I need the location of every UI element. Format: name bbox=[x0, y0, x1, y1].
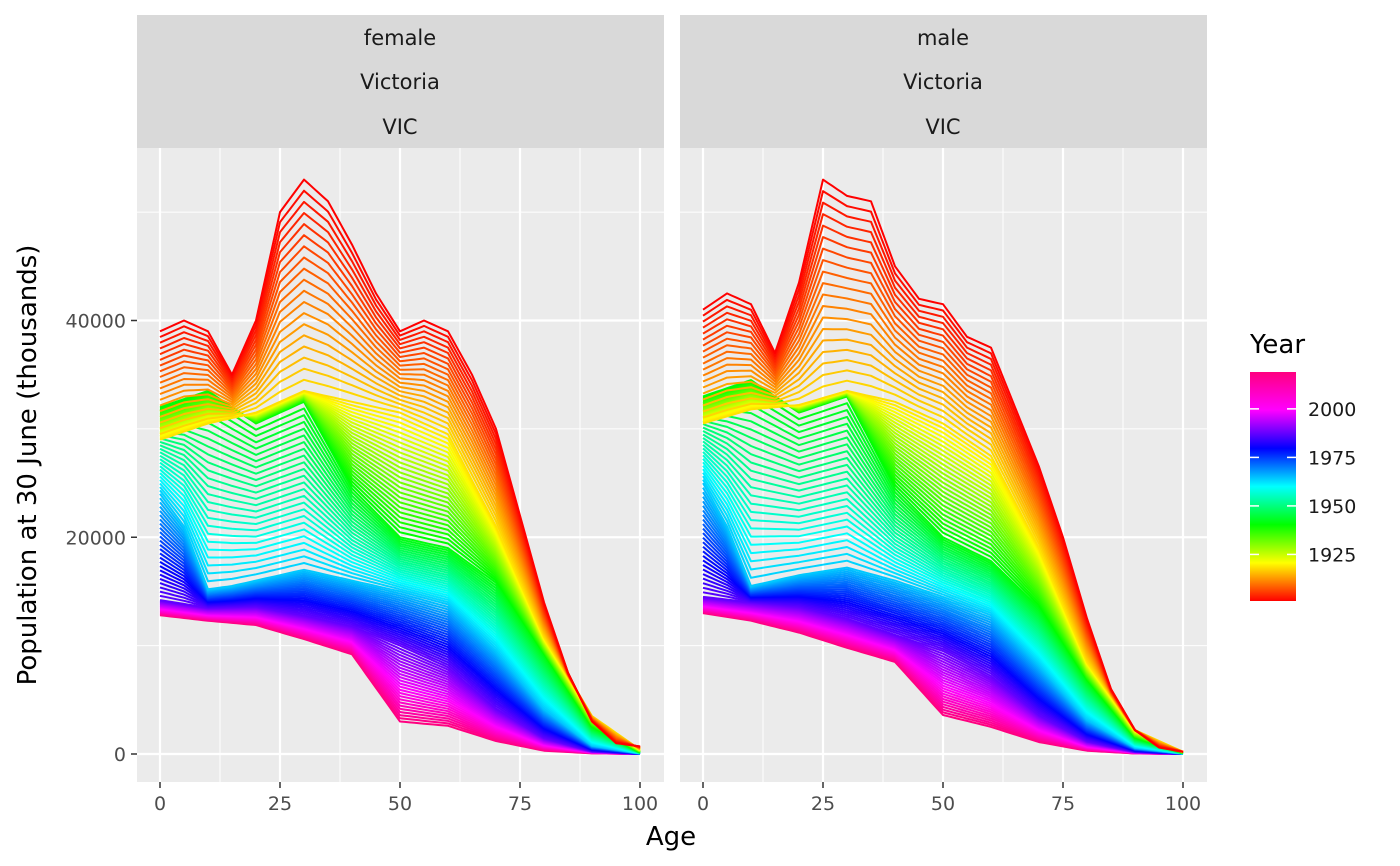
population-line-1961 bbox=[159, 454, 641, 754]
strip-background-male bbox=[680, 15, 1207, 148]
population-line-1966 bbox=[159, 437, 641, 754]
population-line-1959 bbox=[159, 461, 641, 755]
x-axis-title: Age bbox=[646, 822, 696, 852]
x-tick-label: 50 bbox=[931, 793, 955, 815]
y-axis-title: Population at 30 June (thousands) bbox=[13, 245, 43, 686]
color-legend: Year 1925 1950 1975 2000 bbox=[1249, 330, 1356, 601]
population-line-1950 bbox=[159, 493, 641, 755]
strip-label-code: VIC bbox=[382, 115, 417, 139]
x-tick-label: 25 bbox=[268, 793, 292, 815]
population-lines-female bbox=[159, 178, 641, 755]
legend-tick-label: 1950 bbox=[1308, 496, 1356, 518]
gridlines-female bbox=[137, 148, 664, 782]
strip-label-sex: male bbox=[917, 26, 969, 50]
x-tick-label: 25 bbox=[811, 793, 835, 815]
population-line-1960 bbox=[159, 458, 641, 754]
population-line-1953 bbox=[159, 482, 641, 755]
y-tick-label: 0 bbox=[114, 744, 126, 766]
y-axis: 0 20000 40000 bbox=[66, 311, 137, 766]
legend-ticks: 1925 1950 1975 2000 bbox=[1250, 399, 1356, 566]
population-line-1963 bbox=[159, 447, 641, 754]
legend-title: Year bbox=[1249, 330, 1305, 360]
population-line-1952 bbox=[702, 475, 1184, 755]
population-line-1952 bbox=[159, 486, 641, 755]
population-line-1955 bbox=[159, 475, 641, 755]
population-line-1965 bbox=[159, 440, 641, 754]
population-line-1962 bbox=[159, 451, 641, 754]
population-line-2019 bbox=[702, 178, 1184, 753]
population-lines-male bbox=[702, 178, 1184, 755]
strip-background-female bbox=[137, 15, 664, 148]
x-ticks-female: 0 25 50 75 100 bbox=[154, 782, 658, 815]
x-ticks-male: 0 25 50 75 100 bbox=[697, 782, 1201, 815]
population-line-1967 bbox=[159, 433, 641, 754]
population-line-1970 bbox=[160, 423, 641, 754]
facet-panel-male: male Victoria VIC 0 25 50 75 100 bbox=[680, 15, 1207, 815]
y-tick-label: 20000 bbox=[66, 527, 126, 549]
x-tick-label: 50 bbox=[388, 793, 412, 815]
legend-colorbar bbox=[1250, 372, 1296, 601]
legend-tick-label: 1975 bbox=[1308, 447, 1356, 469]
population-line-1956 bbox=[159, 472, 641, 755]
x-tick-label: 0 bbox=[154, 793, 166, 815]
population-line-1957 bbox=[159, 468, 641, 755]
legend-tick-label: 2000 bbox=[1308, 399, 1356, 421]
x-tick-label: 100 bbox=[622, 793, 658, 815]
y-tick-label: 40000 bbox=[66, 311, 126, 333]
population-line-1958 bbox=[159, 465, 641, 755]
x-tick-label: 0 bbox=[697, 793, 709, 815]
population-line-2019 bbox=[159, 178, 641, 748]
population-line-1964 bbox=[159, 444, 641, 754]
x-tick-label: 75 bbox=[508, 793, 532, 815]
population-line-1951 bbox=[159, 489, 641, 755]
population-line-1954 bbox=[159, 479, 641, 755]
strip-label-code: VIC bbox=[925, 115, 960, 139]
facet-panel-female: female Victoria VIC 0 25 50 75 100 bbox=[137, 15, 664, 815]
x-tick-label: 100 bbox=[1165, 793, 1201, 815]
strip-label-state: Victoria bbox=[360, 70, 440, 94]
population-line-1968 bbox=[159, 430, 641, 754]
legend-tick-label: 1925 bbox=[1308, 544, 1356, 566]
x-tick-label: 75 bbox=[1051, 793, 1075, 815]
strip-label-sex: female bbox=[364, 26, 436, 50]
strip-label-state: Victoria bbox=[903, 70, 983, 94]
